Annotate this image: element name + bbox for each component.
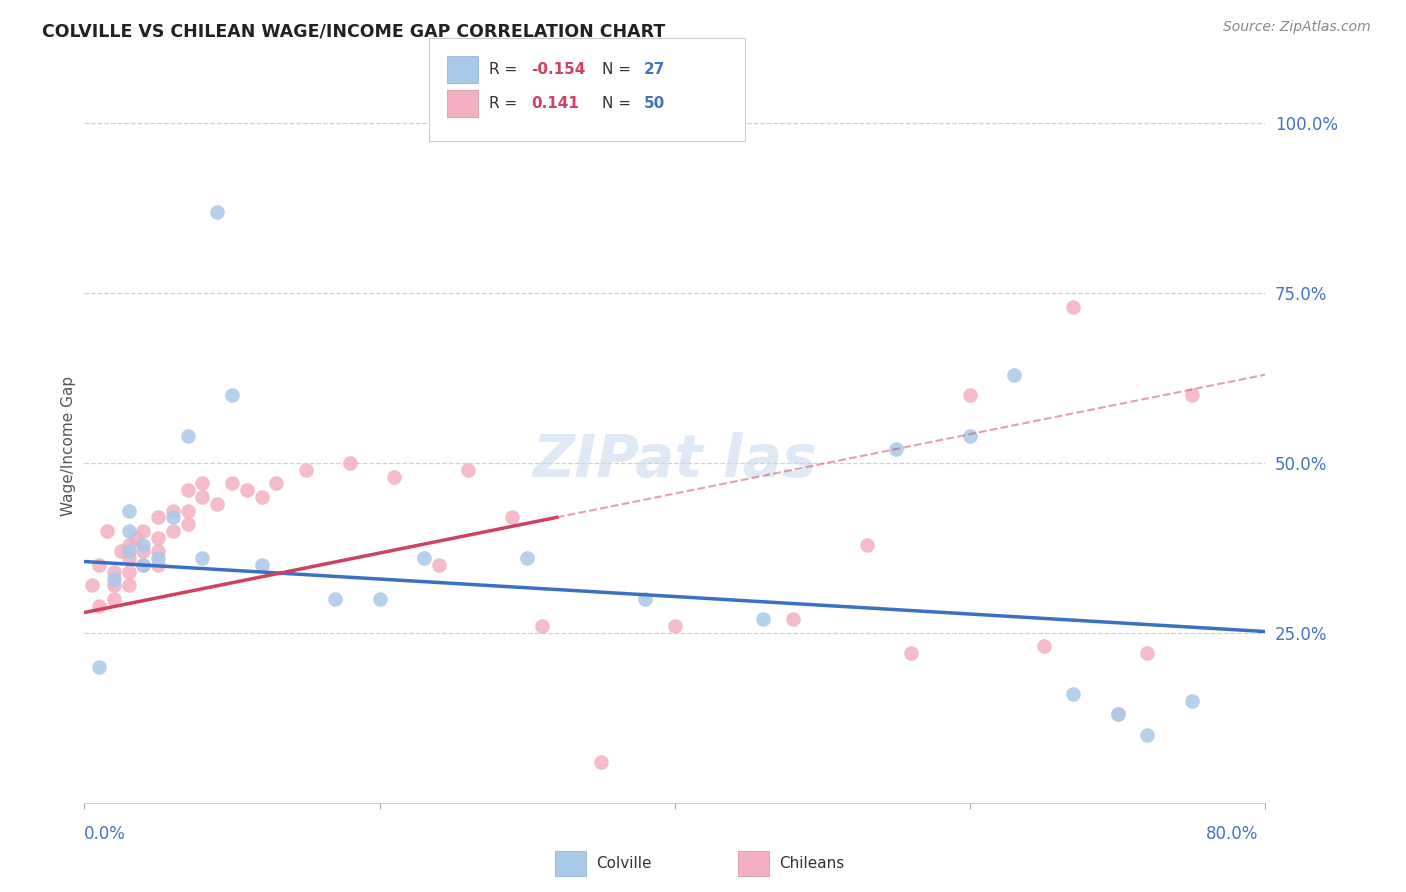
Point xyxy=(295,463,318,477)
Point xyxy=(959,388,981,402)
Point xyxy=(103,578,125,592)
Point xyxy=(591,755,613,769)
Point xyxy=(148,558,170,572)
Text: 0.0%: 0.0% xyxy=(84,825,127,843)
Point xyxy=(221,388,243,402)
Text: R =: R = xyxy=(489,62,517,77)
Text: 0.141: 0.141 xyxy=(531,96,579,111)
Point xyxy=(264,476,288,491)
Point xyxy=(80,578,103,592)
Point xyxy=(103,591,125,606)
Point xyxy=(118,565,141,579)
Text: -0.154: -0.154 xyxy=(531,62,586,77)
Point xyxy=(118,537,141,551)
Text: Chileans: Chileans xyxy=(779,856,844,871)
Point xyxy=(1107,707,1129,722)
Point xyxy=(132,524,155,538)
Point xyxy=(250,558,273,572)
Point xyxy=(1063,300,1085,314)
Point xyxy=(959,429,981,443)
Y-axis label: Wage/Income Gap: Wage/Income Gap xyxy=(60,376,76,516)
Point xyxy=(634,591,657,606)
Point xyxy=(125,531,148,545)
Point xyxy=(162,524,184,538)
Point xyxy=(664,619,686,633)
Point xyxy=(368,591,391,606)
Point xyxy=(177,429,200,443)
Point xyxy=(752,612,775,626)
Point xyxy=(1136,646,1159,660)
Point xyxy=(900,646,922,660)
Point xyxy=(148,544,170,558)
Point xyxy=(96,524,118,538)
Point xyxy=(118,524,141,538)
Text: COLVILLE VS CHILEAN WAGE/INCOME GAP CORRELATION CHART: COLVILLE VS CHILEAN WAGE/INCOME GAP CORR… xyxy=(42,22,665,40)
Point xyxy=(132,558,155,572)
Point xyxy=(236,483,259,498)
Point xyxy=(177,483,200,498)
Point xyxy=(1032,640,1054,654)
Point xyxy=(89,558,111,572)
Point xyxy=(177,517,200,532)
Point xyxy=(1107,707,1129,722)
Text: Source: ZipAtlas.com: Source: ZipAtlas.com xyxy=(1223,20,1371,34)
Point xyxy=(132,544,155,558)
Point xyxy=(323,591,347,606)
Point xyxy=(457,463,479,477)
Point xyxy=(221,476,243,491)
Point xyxy=(162,503,184,517)
Point xyxy=(1063,687,1085,701)
Point xyxy=(118,503,141,517)
Point xyxy=(1004,368,1026,382)
Point xyxy=(1136,728,1159,742)
Point xyxy=(89,660,111,674)
Point xyxy=(148,551,170,566)
Point xyxy=(501,510,523,524)
Point xyxy=(110,544,132,558)
Point xyxy=(855,537,877,551)
Point xyxy=(250,490,273,504)
Text: N =: N = xyxy=(602,62,631,77)
Point xyxy=(516,551,538,566)
Point xyxy=(132,558,155,572)
Text: Colville: Colville xyxy=(596,856,651,871)
Point xyxy=(382,469,406,483)
Text: N =: N = xyxy=(602,96,631,111)
Point xyxy=(205,204,228,219)
Point xyxy=(886,442,908,457)
Point xyxy=(191,476,214,491)
Point xyxy=(148,531,170,545)
Point xyxy=(205,497,228,511)
Point xyxy=(118,551,141,566)
Point xyxy=(89,599,111,613)
Text: 80.0%: 80.0% xyxy=(1206,825,1258,843)
Point xyxy=(782,612,804,626)
Point xyxy=(132,537,155,551)
Point xyxy=(427,558,450,572)
Point xyxy=(118,544,141,558)
Point xyxy=(191,490,214,504)
Point xyxy=(177,503,200,517)
Point xyxy=(148,510,170,524)
Text: 50: 50 xyxy=(644,96,665,111)
Point xyxy=(103,572,125,586)
Text: ZIPat las: ZIPat las xyxy=(533,432,817,489)
Point xyxy=(162,510,184,524)
Point xyxy=(339,456,361,470)
Text: R =: R = xyxy=(489,96,517,111)
Point xyxy=(530,619,553,633)
Point xyxy=(118,578,141,592)
Point xyxy=(103,565,125,579)
Point xyxy=(413,551,436,566)
Point xyxy=(1181,388,1204,402)
Text: 27: 27 xyxy=(644,62,665,77)
Point xyxy=(191,551,214,566)
Point xyxy=(1181,694,1204,708)
